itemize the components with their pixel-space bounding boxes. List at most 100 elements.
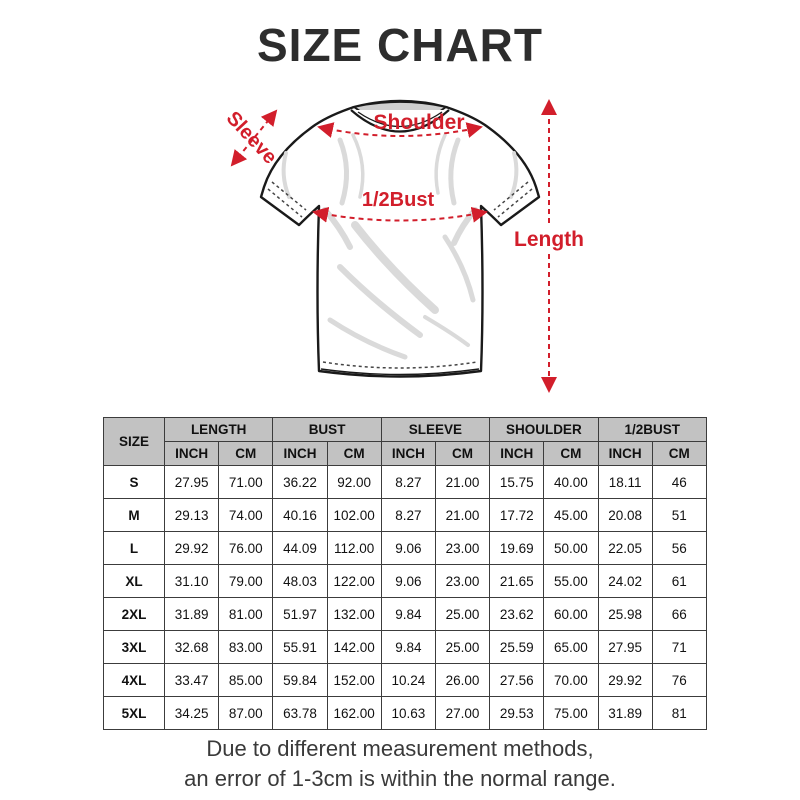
value-cell: 31.10 <box>163 564 220 598</box>
value-cell: 81.00 <box>218 597 274 631</box>
size-cell: 4XL <box>103 663 165 697</box>
unit-header: INCH <box>489 441 545 466</box>
table-row: 2XL 31.89 81.00 51.97 132.00 9.84 25.00 23.62 60… <box>103 597 707 631</box>
value-cell: 25.00 <box>434 630 491 664</box>
value-cell: 142.00 <box>326 630 382 664</box>
group-header: 1/2BUST <box>597 417 707 442</box>
value-cell: 23.00 <box>434 531 491 565</box>
group-header: SHOULDER <box>489 417 599 442</box>
value-cell: 20.08 <box>597 498 653 532</box>
size-table-header: SIZE LENGTH BUST SLEEVE SHOULDER 1/2BUST INCH C… <box>103 417 707 466</box>
value-cell: 40.00 <box>543 465 599 499</box>
value-cell: 50.00 <box>543 531 599 565</box>
tshirt-outline-icon <box>259 99 541 378</box>
half-bust-label: 1/2Bust <box>362 189 435 211</box>
header-row-units: INCH CM INCH CM INCH CM INCH CM INCH CM <box>104 441 707 466</box>
unit-header: INCH <box>597 441 653 466</box>
value-cell: 29.13 <box>163 498 220 532</box>
value-cell: 17.72 <box>489 498 545 532</box>
table-row: 4XL 33.47 85.00 59.84 152.00 10.24 26.00 27.56 7… <box>103 663 707 697</box>
unit-header: CM <box>543 441 599 466</box>
value-cell: 59.84 <box>272 663 328 697</box>
value-cell: 23.62 <box>489 597 545 631</box>
value-cell: 26.00 <box>434 663 491 697</box>
value-cell: 44.09 <box>272 531 328 565</box>
size-cell: S <box>103 465 165 499</box>
value-cell: 8.27 <box>380 498 436 532</box>
value-cell: 33.47 <box>163 663 220 697</box>
value-cell: 66 <box>651 597 707 631</box>
value-cell: 60.00 <box>543 597 599 631</box>
value-cell: 63.78 <box>272 696 328 730</box>
unit-header: INCH <box>163 441 220 466</box>
value-cell: 21.00 <box>434 498 491 532</box>
page-title: SIZE CHART <box>257 19 543 71</box>
value-cell: 83.00 <box>218 630 274 664</box>
header-row-groups: SIZE LENGTH BUST SLEEVE SHOULDER 1/2BUST <box>103 417 707 466</box>
value-cell: 10.63 <box>380 696 436 730</box>
value-cell: 27.95 <box>597 630 653 664</box>
unit-header: INCH <box>272 441 328 466</box>
value-cell: 32.68 <box>163 630 220 664</box>
value-cell: 27.56 <box>489 663 545 697</box>
value-cell: 29.92 <box>597 663 653 697</box>
unit-header: CM <box>218 441 274 466</box>
half-bust-arrow <box>312 206 488 223</box>
value-cell: 65.00 <box>543 630 599 664</box>
size-cell: 5XL <box>103 696 165 730</box>
tshirt-measurement-diagram: Sleeve Shoulder 1/2Bust Length <box>222 99 584 393</box>
value-cell: 102.00 <box>326 498 382 532</box>
table-row: L 29.92 76.00 44.09 112.00 9.06 23.00 19.69 50.0… <box>103 531 707 565</box>
table-row: XL 31.10 79.00 48.03 122.00 9.06 23.00 21.65 55.… <box>103 564 707 598</box>
value-cell: 18.11 <box>597 465 653 499</box>
value-cell: 24.02 <box>597 564 653 598</box>
value-cell: 25.98 <box>597 597 653 631</box>
value-cell: 71.00 <box>218 465 274 499</box>
length-label: Length <box>514 228 584 251</box>
value-cell: 70.00 <box>543 663 599 697</box>
value-cell: 76 <box>651 663 707 697</box>
value-cell: 74.00 <box>218 498 274 532</box>
unit-header: CM <box>434 441 491 466</box>
value-cell: 132.00 <box>326 597 382 631</box>
value-cell: 31.89 <box>597 696 653 730</box>
value-cell: 51.97 <box>272 597 328 631</box>
value-cell: 61 <box>651 564 707 598</box>
value-cell: 162.00 <box>326 696 382 730</box>
value-cell: 15.75 <box>489 465 545 499</box>
shoulder-label: Shoulder <box>373 111 464 134</box>
group-header: LENGTH <box>163 417 274 442</box>
value-cell: 25.59 <box>489 630 545 664</box>
value-cell: 21.00 <box>434 465 491 499</box>
size-cell: 3XL <box>103 630 165 664</box>
value-cell: 34.25 <box>163 696 220 730</box>
value-cell: 79.00 <box>218 564 274 598</box>
size-cell: XL <box>103 564 165 598</box>
size-table-body: S 27.95 71.00 36.22 92.00 8.27 21.00 15.75 40.00… <box>103 465 707 730</box>
value-cell: 9.84 <box>380 630 436 664</box>
measurement-note: Due to different measurement methods, an… <box>0 734 800 794</box>
value-cell: 76.00 <box>218 531 274 565</box>
value-cell: 27.00 <box>434 696 491 730</box>
value-cell: 21.65 <box>489 564 545 598</box>
size-column-header: SIZE <box>103 417 165 466</box>
table-row: 3XL 32.68 83.00 55.91 142.00 9.84 25.00 25.59 65… <box>103 630 707 664</box>
unit-header: CM <box>651 441 707 466</box>
value-cell: 71 <box>651 630 707 664</box>
value-cell: 46 <box>651 465 707 499</box>
value-cell: 29.92 <box>163 531 220 565</box>
unit-header: INCH <box>380 441 436 466</box>
value-cell: 22.05 <box>597 531 653 565</box>
table-row: M 29.13 74.00 40.16 102.00 8.27 21.00 17.72 45.0… <box>103 498 707 532</box>
size-cell: 2XL <box>103 597 165 631</box>
measurement-note-line1: Due to different measurement methods, <box>206 736 594 761</box>
value-cell: 19.69 <box>489 531 545 565</box>
group-header: SLEEVE <box>380 417 491 442</box>
value-cell: 75.00 <box>543 696 599 730</box>
value-cell: 55.00 <box>543 564 599 598</box>
value-cell: 9.06 <box>380 564 436 598</box>
value-cell: 87.00 <box>218 696 274 730</box>
value-cell: 45.00 <box>543 498 599 532</box>
unit-header: CM <box>326 441 382 466</box>
size-cell: L <box>103 531 165 565</box>
